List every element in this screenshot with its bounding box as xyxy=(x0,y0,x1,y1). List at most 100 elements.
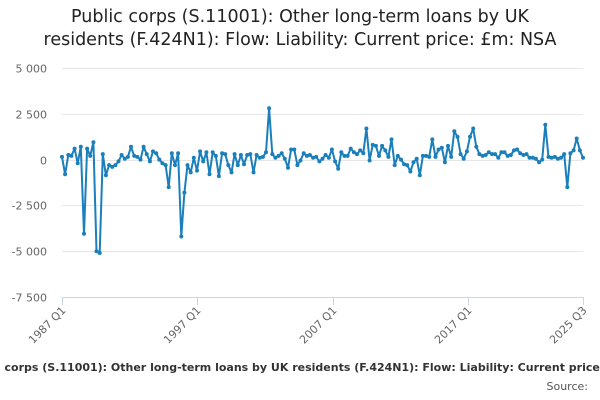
legend[interactable]: Public corps (S.11001): Other long-term … xyxy=(0,361,600,379)
y-tick-label: -7 500 xyxy=(12,292,47,305)
data-point xyxy=(72,146,77,151)
data-point xyxy=(521,153,526,157)
data-point xyxy=(499,150,504,155)
data-point xyxy=(399,157,403,162)
data-point xyxy=(411,160,416,165)
data-point xyxy=(264,150,268,155)
data-point xyxy=(571,148,576,153)
data-point xyxy=(383,148,388,153)
data-point xyxy=(348,146,353,151)
data-point xyxy=(270,152,275,157)
data-point xyxy=(78,144,83,149)
data-point xyxy=(279,151,284,156)
y-tick-label: -2 500 xyxy=(12,200,47,213)
data-point xyxy=(235,163,240,168)
data-point xyxy=(138,157,143,162)
data-point xyxy=(317,159,322,164)
data-point xyxy=(367,158,372,163)
data-point xyxy=(151,149,155,154)
data-point xyxy=(304,153,309,158)
data-point xyxy=(358,148,363,153)
chart-title-line-1: Public corps (S.11001): Other long-term … xyxy=(71,7,529,27)
data-point xyxy=(63,172,68,177)
data-point xyxy=(260,154,265,159)
data-point xyxy=(94,249,99,254)
legend-item[interactable]: Public corps (S.11001): Other long-term … xyxy=(0,361,600,374)
data-point xyxy=(392,163,397,168)
data-point xyxy=(242,162,246,167)
data-point xyxy=(210,150,215,155)
data-point xyxy=(577,148,582,153)
data-point xyxy=(169,151,174,156)
data-point xyxy=(361,151,366,156)
data-point xyxy=(424,153,429,158)
data-point xyxy=(458,152,463,157)
data-point xyxy=(195,168,199,173)
source-credit[interactable]: Source: xyxy=(546,380,589,393)
data-point xyxy=(461,156,466,161)
y-tick-label: -5 000 xyxy=(12,246,47,259)
data-point xyxy=(420,153,425,158)
data-point xyxy=(198,149,203,154)
data-point xyxy=(486,150,491,155)
data-point xyxy=(295,163,300,168)
data-point xyxy=(238,153,243,157)
data-point xyxy=(446,143,450,148)
data-point xyxy=(220,151,225,156)
data-point xyxy=(502,150,507,155)
data-point xyxy=(188,170,193,175)
data-point xyxy=(292,147,297,152)
data-point xyxy=(213,153,218,158)
data-point xyxy=(508,153,513,157)
data-point xyxy=(464,149,469,154)
data-point xyxy=(581,155,585,160)
data-point xyxy=(107,163,112,168)
data-point xyxy=(254,153,259,157)
data-point xyxy=(433,154,438,159)
x-tick-label: 1997 Q1 xyxy=(161,304,204,347)
data-point xyxy=(333,159,338,164)
data-point xyxy=(559,155,563,160)
data-point xyxy=(468,134,472,139)
data-point xyxy=(364,126,369,131)
data-point xyxy=(66,153,71,157)
data-point xyxy=(395,153,400,158)
data-point xyxy=(311,155,316,160)
data-point xyxy=(85,146,90,151)
data-point xyxy=(216,174,221,179)
data-point xyxy=(229,170,234,175)
data-point xyxy=(483,153,488,157)
data-point xyxy=(273,155,278,160)
data-point xyxy=(565,185,570,190)
data-point xyxy=(191,155,196,160)
data-point xyxy=(204,150,209,155)
data-point xyxy=(282,156,287,161)
data-point xyxy=(533,156,538,161)
data-point xyxy=(380,143,385,148)
data-point xyxy=(116,159,121,164)
data-point xyxy=(477,152,482,157)
data-point xyxy=(60,154,64,159)
data-point xyxy=(480,153,485,158)
data-point xyxy=(574,136,579,141)
data-point xyxy=(251,170,256,175)
data-point xyxy=(154,151,159,156)
data-point xyxy=(201,159,206,164)
data-point xyxy=(88,153,93,158)
data-point xyxy=(329,147,334,152)
data-point xyxy=(100,152,105,157)
x-tick-label: 1987 Q1 xyxy=(26,304,69,347)
data-point xyxy=(518,151,523,156)
data-point xyxy=(537,160,542,165)
data-point xyxy=(82,231,86,236)
data-point xyxy=(113,163,118,168)
data-point xyxy=(97,251,102,255)
data-point xyxy=(430,137,435,142)
data-point xyxy=(157,157,162,162)
data-point xyxy=(427,154,432,159)
data-point xyxy=(543,122,548,127)
y-axis: 5 000 2 500 0 -2 500 -5 000 -7 500 xyxy=(12,63,47,305)
data-point xyxy=(245,153,250,157)
data-point xyxy=(248,152,253,157)
data-point xyxy=(524,152,529,157)
